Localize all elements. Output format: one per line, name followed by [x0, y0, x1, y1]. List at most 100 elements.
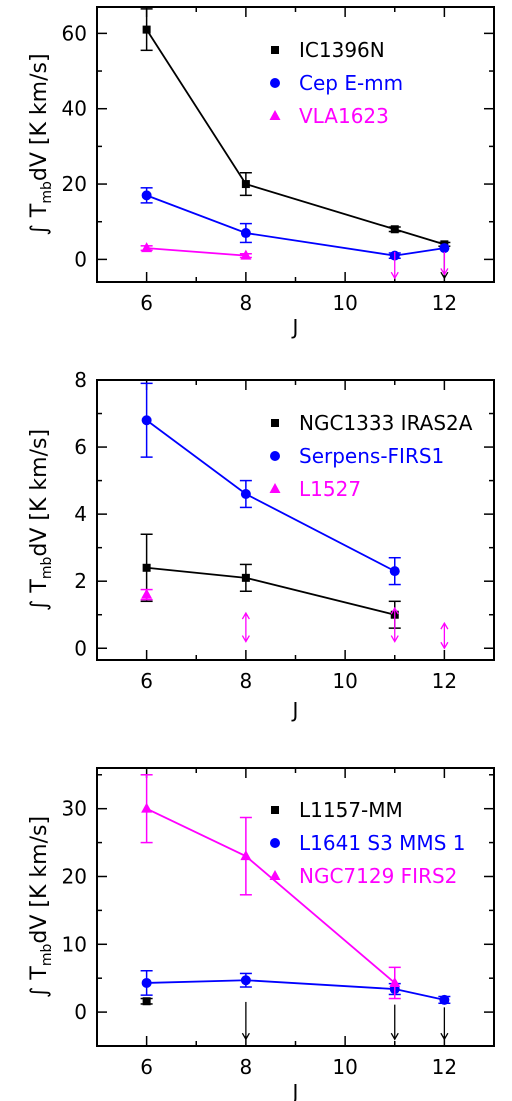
legend-marker — [271, 46, 279, 54]
x-axis-label: J — [291, 698, 299, 722]
data-layer — [140, 8, 451, 280]
series-2 — [140, 187, 450, 261]
y-label-T: T — [27, 203, 52, 218]
arrow-head — [440, 271, 449, 280]
series-3 — [140, 242, 449, 280]
series-2 — [140, 969, 451, 1005]
arrow-head — [440, 641, 449, 650]
legend: L1157-MM L1641 S3 MMS 1 NGC7129 FIRS2 — [269, 798, 465, 888]
legend-marker — [269, 870, 281, 880]
x-tick-label: 6 — [140, 669, 153, 693]
x-tick-label: 10 — [332, 291, 357, 315]
data-layer — [140, 382, 449, 650]
y-label-sub: mb — [39, 181, 55, 204]
y-label-rest: dV [K km/s] — [27, 429, 52, 557]
legend-label: L1527 — [299, 477, 361, 501]
data-point — [241, 180, 250, 189]
legend-marker — [271, 419, 279, 427]
series-3 — [140, 774, 401, 1000]
data-layer — [140, 774, 451, 1041]
legend-marker — [269, 483, 281, 493]
y-tick-label: 0 — [74, 1000, 87, 1024]
arrow-head — [241, 635, 250, 643]
y-tick-label: 6 — [74, 435, 87, 459]
arrow-head — [390, 1032, 399, 1041]
y-tick-label: 30 — [62, 797, 87, 821]
x-tick-label: 8 — [240, 669, 253, 693]
y-label-T: T — [27, 579, 52, 594]
legend-marker — [270, 838, 280, 848]
x-tick-label: 10 — [332, 669, 357, 693]
y-tick-label: 0 — [74, 247, 87, 271]
y-axis-label: ∫ TmbdV [K km/s] — [27, 816, 55, 998]
data-point — [390, 225, 399, 234]
legend-label: NGC7129 FIRS2 — [299, 864, 457, 888]
x-tick-label: 8 — [240, 1055, 253, 1079]
legend-marker — [271, 806, 279, 814]
data-point — [240, 249, 252, 260]
x-tick-label: 10 — [332, 1055, 357, 1079]
y-tick-label: 4 — [74, 502, 87, 526]
x-axis-label: J — [291, 1080, 299, 1101]
series-line — [146, 247, 246, 257]
series-line — [145, 29, 445, 246]
chart-panel-1: 6 8 10 12 0 20 40 60 J ∫ TmbdV [K km/s] IC1396N Cep… — [27, 6, 495, 339]
series-1 — [140, 8, 451, 280]
y-label-rest: dV [K km/s] — [27, 816, 52, 944]
arrow-head — [440, 621, 449, 630]
arrow-head — [241, 1032, 250, 1041]
y-label-T: T — [27, 966, 52, 981]
x-tick-label: 12 — [432, 1055, 457, 1079]
y-tick-label: 60 — [62, 21, 87, 45]
x-axis-label: J — [291, 315, 299, 339]
data-point — [241, 573, 250, 582]
series-1 — [140, 533, 401, 629]
data-point — [240, 489, 251, 500]
data-point — [141, 190, 152, 201]
data-point — [142, 997, 151, 1006]
series-1 — [140, 997, 449, 1041]
data-point — [141, 588, 153, 599]
chart-panel-2: 6 8 10 12 0 2 4 6 8 J ∫ TmbdV [K km/s] NGC1333 IRAS… — [27, 368, 495, 722]
data-point — [389, 976, 401, 987]
y-label-integral: ∫ — [27, 980, 52, 998]
series-line — [146, 194, 445, 257]
y-label-integral: ∫ — [27, 217, 52, 235]
y-tick-label: 20 — [62, 864, 87, 888]
data-point — [389, 566, 400, 577]
x-tick-label: 6 — [140, 291, 153, 315]
y-axis-label: ∫ TmbdV [K km/s] — [27, 53, 55, 235]
y-tick-label: 40 — [62, 97, 87, 121]
y-label-integral: ∫ — [27, 593, 52, 611]
data-point — [141, 977, 152, 988]
y-axis-label: ∫ TmbdV [K km/s] — [27, 429, 55, 611]
x-tick-label: 6 — [140, 1055, 153, 1079]
legend-label: Cep E-mm — [299, 71, 403, 95]
legend-label: NGC1333 IRAS2A — [299, 411, 473, 435]
series-line — [146, 979, 445, 1001]
data-point — [240, 975, 251, 986]
data-point — [240, 228, 251, 239]
legend: NGC1333 IRAS2A Serpens-FIRS1 L1527 — [269, 411, 473, 501]
y-tick-label: 0 — [74, 636, 87, 660]
x-tick-label: 12 — [432, 669, 457, 693]
y-label-rest: dV [K km/s] — [27, 53, 52, 181]
data-point — [240, 850, 252, 861]
data-point — [142, 563, 151, 572]
x-tick-label: 12 — [432, 291, 457, 315]
data-point — [439, 243, 450, 254]
data-point — [439, 994, 450, 1005]
legend: IC1396N Cep E-mm VLA1623 — [269, 38, 403, 128]
arrow-head — [440, 268, 449, 276]
series-line — [146, 566, 395, 616]
arrow-head — [390, 271, 399, 280]
legend-label: L1157-MM — [299, 798, 403, 822]
legend-marker — [269, 110, 281, 120]
arrow-head — [241, 611, 250, 620]
y-tick-label: 20 — [62, 172, 87, 196]
arrow-head — [390, 635, 399, 643]
legend-marker — [270, 451, 280, 461]
legend-label: Serpens-FIRS1 — [299, 444, 444, 468]
plot-frame — [96, 767, 495, 1047]
